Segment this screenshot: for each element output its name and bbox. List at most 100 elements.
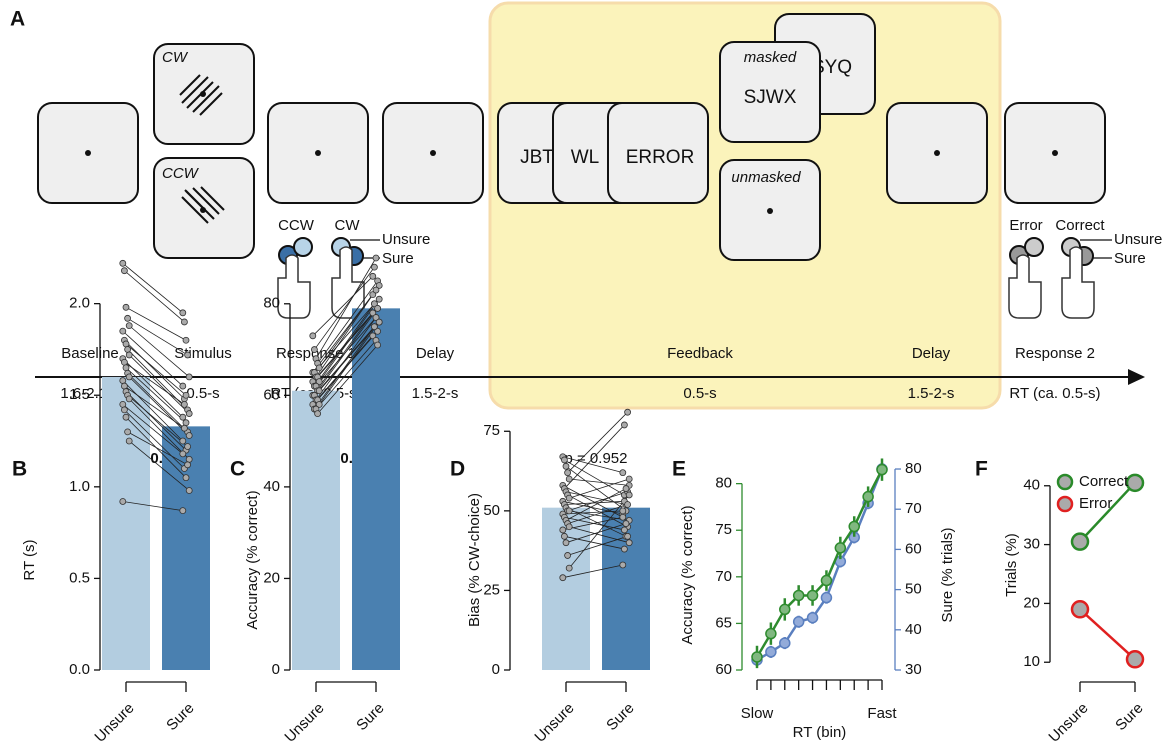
subject-dot xyxy=(180,438,186,444)
subject-dot xyxy=(376,296,382,302)
subject-dot xyxy=(186,433,192,439)
y-axis-label: RT (s) xyxy=(21,539,38,580)
x-tick-label: Fast xyxy=(867,705,897,722)
phase-duration: 0.5-s xyxy=(186,385,219,402)
fixation xyxy=(767,208,773,214)
panel-letter: F xyxy=(975,458,988,481)
panel-letter: E xyxy=(672,458,686,481)
legend-marker xyxy=(1058,497,1072,511)
button-label: Unsure xyxy=(382,231,430,248)
y-tick-label: 75 xyxy=(483,422,500,439)
y-tick-label: 40 xyxy=(263,478,280,495)
subject-dot xyxy=(621,527,627,533)
subject-dot xyxy=(566,524,572,530)
y-tick-label: 10 xyxy=(1023,653,1040,670)
point xyxy=(780,638,790,648)
subject-dot xyxy=(121,407,127,413)
point xyxy=(1072,601,1088,617)
subject-dot xyxy=(565,552,571,558)
point xyxy=(780,604,790,614)
subject-dot xyxy=(186,456,192,462)
button-label: Sure xyxy=(382,250,414,267)
fixation xyxy=(85,150,91,156)
phase-label: Response 2 xyxy=(1015,345,1095,362)
subject-dot xyxy=(626,492,632,498)
subject-dot xyxy=(623,521,629,527)
y-tick-label: 0 xyxy=(272,661,280,678)
subject-dot xyxy=(181,425,187,431)
y-tick-label: 40 xyxy=(1023,477,1040,494)
subject-dot xyxy=(625,501,631,507)
feedback-word: ERROR xyxy=(626,147,695,168)
subject-dot xyxy=(181,401,187,407)
subject-dot xyxy=(373,287,379,293)
phase-duration: 0.5-s xyxy=(683,385,716,402)
masked-label: masked xyxy=(744,49,797,66)
y-tick-label: 80 xyxy=(905,460,922,477)
y-tick-label: 20 xyxy=(263,569,280,586)
fixation xyxy=(200,91,206,97)
subject-dot xyxy=(370,273,376,279)
y-tick-label: 25 xyxy=(483,581,500,598)
subject-dot xyxy=(121,268,127,274)
x-tick-label: Unsure xyxy=(1045,700,1091,745)
subject-dot xyxy=(623,486,629,492)
fixation xyxy=(934,150,940,156)
legend-label: Error xyxy=(1079,495,1112,512)
x-tick-label: Unsure xyxy=(531,700,577,745)
x-tick-label: Unsure xyxy=(281,700,327,745)
subject-dot xyxy=(183,337,189,343)
y-tick-label: 30 xyxy=(905,661,922,678)
x-tick-label: Slow xyxy=(741,705,774,722)
subject-dot xyxy=(120,401,126,407)
panel-letter: A xyxy=(10,8,25,31)
feedback-word: WL xyxy=(571,147,600,168)
y-axis-label: Accuracy (% correct) xyxy=(244,490,261,629)
point xyxy=(835,543,845,553)
subject-dot xyxy=(123,414,129,420)
arrow-head xyxy=(1128,369,1145,385)
y-tick-label: 20 xyxy=(1023,594,1040,611)
button-label: Sure xyxy=(1114,250,1146,267)
subject-line xyxy=(124,271,184,322)
subject-dot xyxy=(126,396,132,402)
subject-dot xyxy=(620,562,626,568)
subject-dot xyxy=(620,470,626,476)
y-tick-label: 0.0 xyxy=(69,661,90,678)
subject-dot xyxy=(183,475,189,481)
x-tick-label: Sure xyxy=(353,700,387,734)
subject-dot xyxy=(620,508,626,514)
point xyxy=(821,576,831,586)
subject-dot xyxy=(625,409,631,415)
x-axis-label: RT (bin) xyxy=(793,724,847,741)
subject-dot xyxy=(626,476,632,482)
subject-dot xyxy=(123,304,129,310)
subject-dot xyxy=(180,383,186,389)
point xyxy=(794,590,804,600)
button-label: Unsure xyxy=(1114,231,1162,248)
phase-label: Stimulus xyxy=(174,345,232,362)
subject-dot xyxy=(125,346,131,352)
subject-dot xyxy=(566,495,572,501)
point xyxy=(1127,475,1143,491)
y-tick-label: 2.0 xyxy=(69,295,90,312)
series-line xyxy=(1080,483,1135,542)
y-axis-label: Trials (%) xyxy=(1003,533,1020,597)
subject-dot xyxy=(180,508,186,514)
point xyxy=(1127,651,1143,667)
point xyxy=(863,492,873,502)
figure: A CW CCW CCW CW Unsure Sure JBT WL ERROR… xyxy=(0,0,1168,745)
subject-dot xyxy=(183,420,189,426)
y-tick-label: 0 xyxy=(492,661,500,678)
subject-dot xyxy=(566,508,572,514)
y-tick-label: 40 xyxy=(905,621,922,638)
hand xyxy=(278,255,310,318)
subject-dot xyxy=(315,411,321,417)
subject-dot xyxy=(180,310,186,316)
subject-dot xyxy=(121,359,127,365)
y-tick-label: 50 xyxy=(483,502,500,519)
subject-dot xyxy=(376,319,382,325)
subject-dot xyxy=(621,546,627,552)
button-label: Error xyxy=(1009,217,1042,234)
subject-dot xyxy=(561,457,567,463)
